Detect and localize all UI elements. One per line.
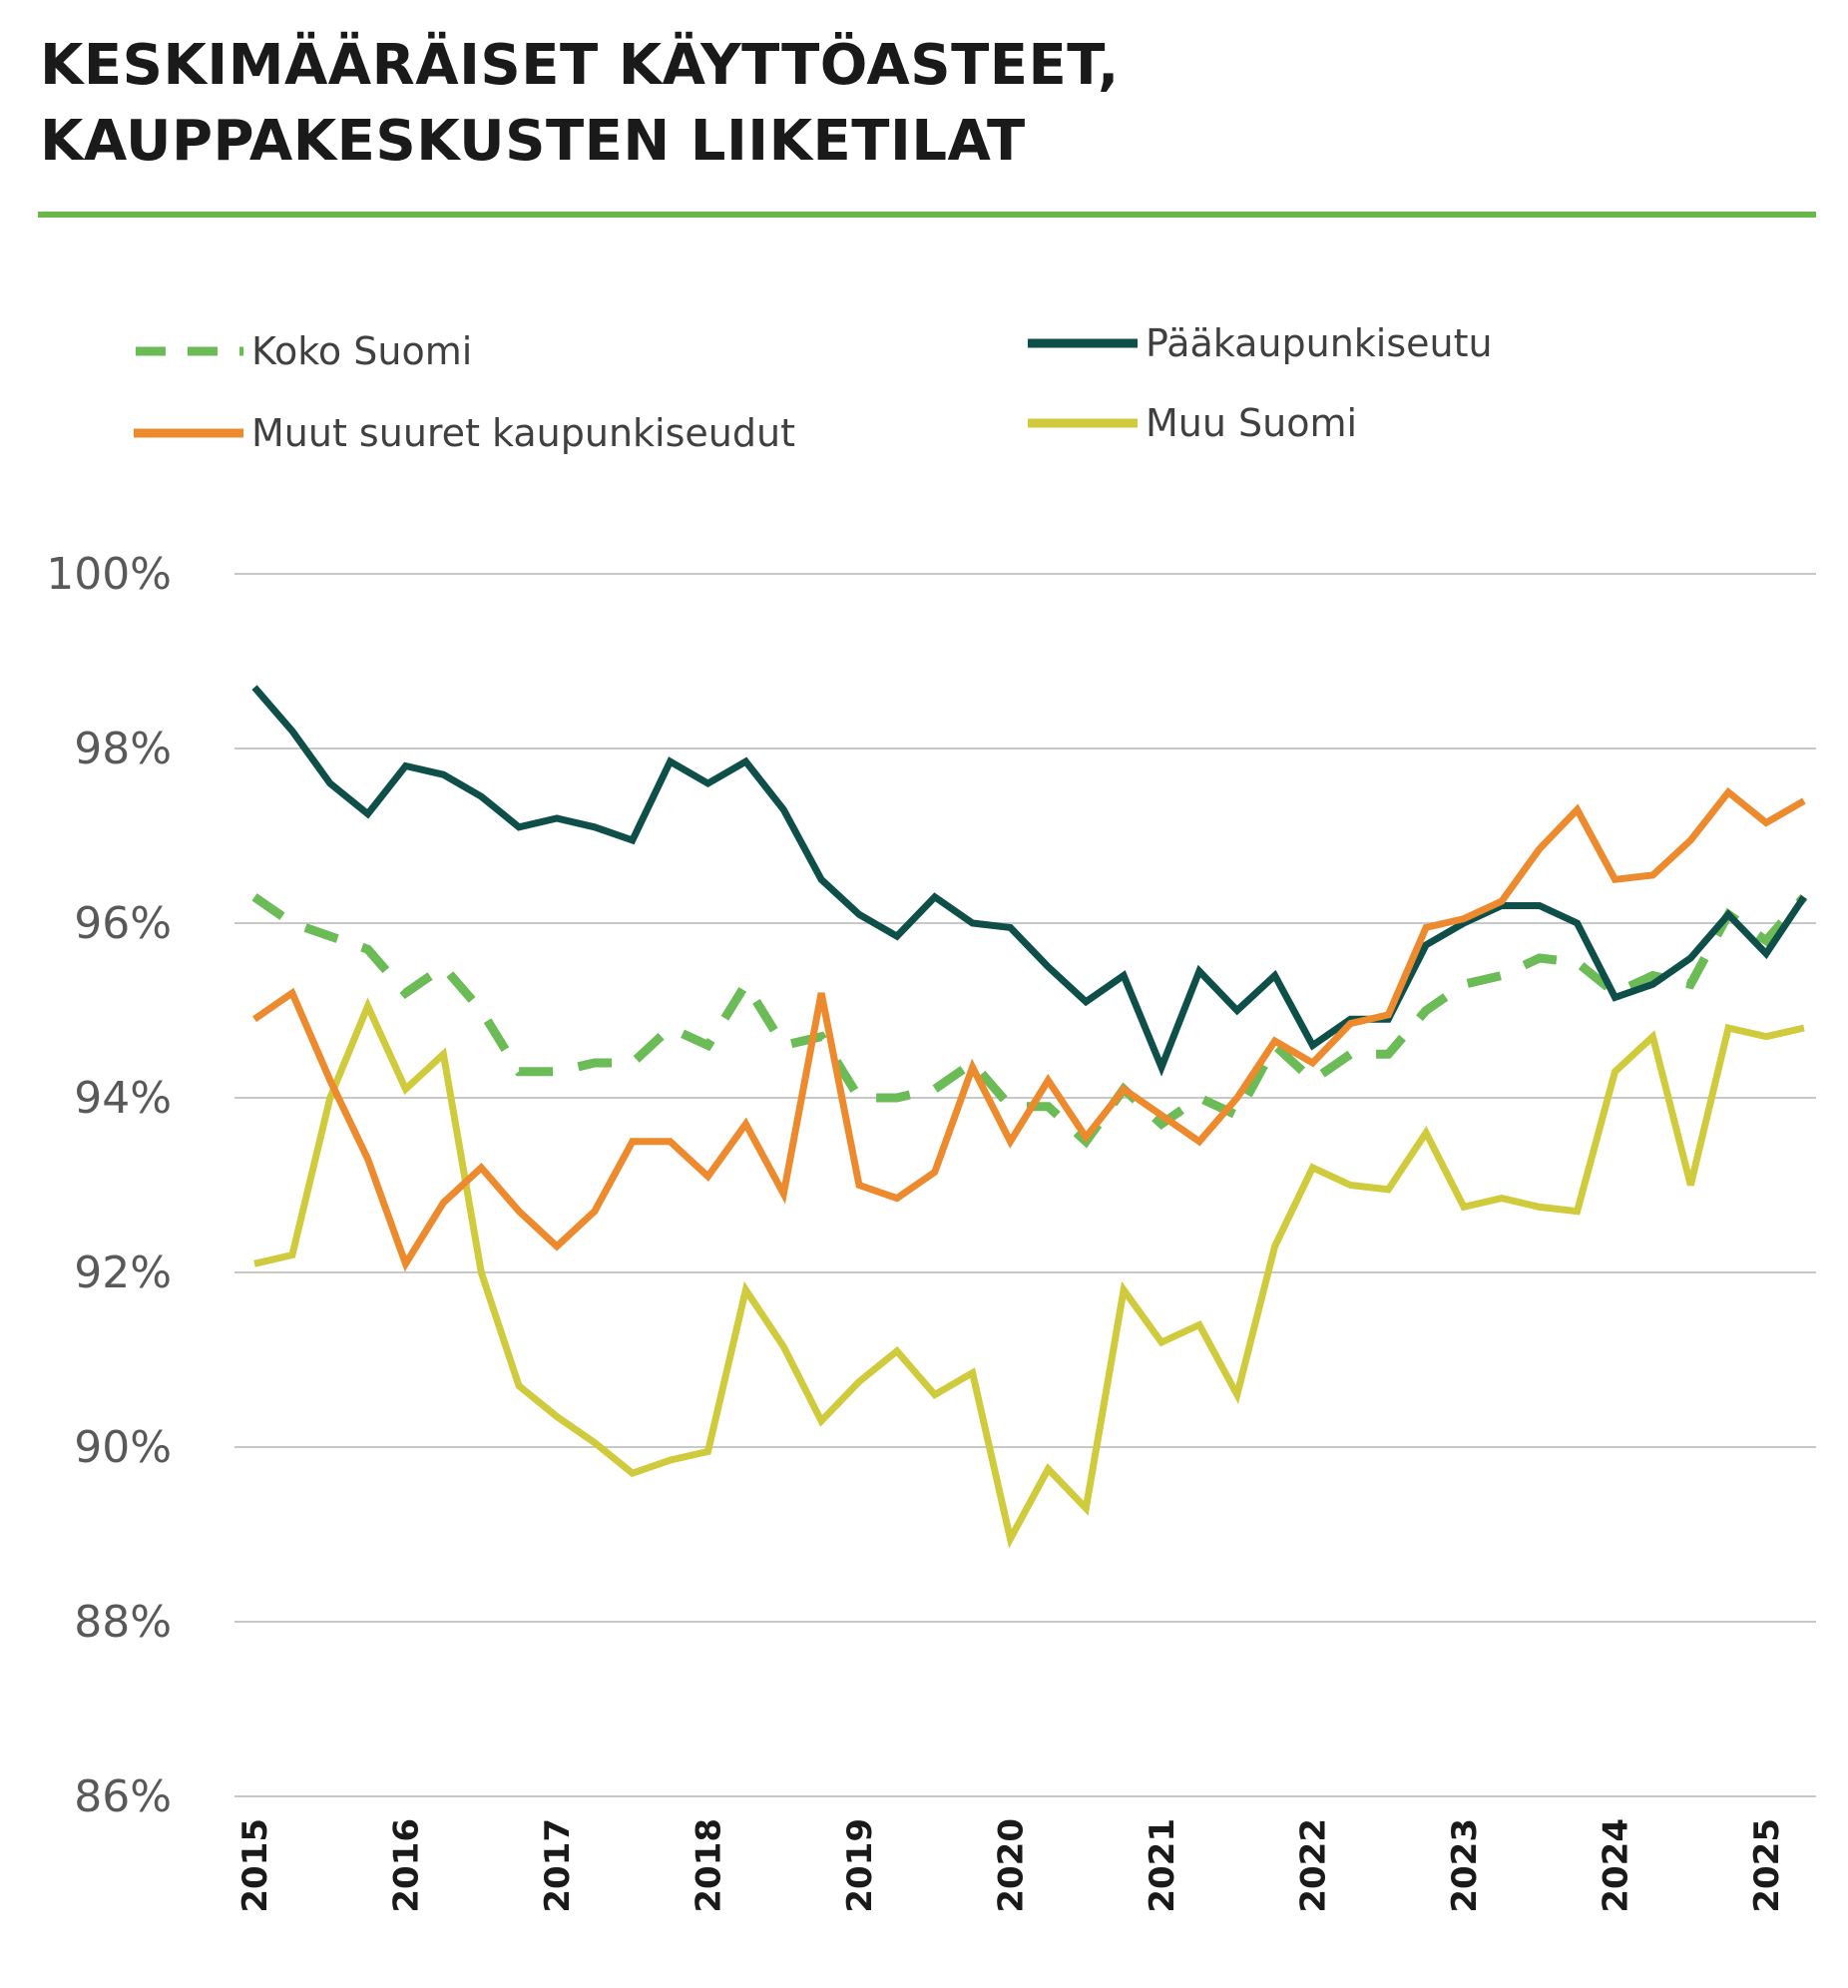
x-tick-label: 2019 [840,1818,880,1913]
x-axis-labels: 2015 2016 2017 2018 2019 2020 2021 2022 2023 2024… [235,1818,1787,1913]
y-tick-label: 96% [74,898,172,949]
x-tick-label: 2018 [690,1818,729,1913]
y-tick-label: 86% [74,1771,172,1822]
y-tick-label: 98% [74,724,172,774]
x-tick-label: 2015 [235,1818,275,1913]
y-tick-label: 88% [74,1597,172,1648]
series-line-muut-suuret [252,786,1806,1272]
x-tick-label: 2016 [387,1818,427,1913]
x-tick-label: 2021 [1143,1818,1182,1913]
x-tick-label: 2025 [1747,1818,1787,1913]
chart-title-line-2: KAUPPAKESKUSTEN LIIKETILAT [40,109,1026,174]
y-tick-label: 92% [74,1247,172,1298]
x-tick-label: 2017 [538,1818,578,1913]
series-line-muu-suomi [253,997,1805,1549]
x-tick-label: 2020 [992,1818,1032,1913]
series-line-paakaupunkiseutu [251,685,1807,1077]
chart-title: KESKIMÄÄRÄISET KÄYTTÖASTEET, KAUPPAKESKU… [40,28,1120,180]
x-tick-label: 2023 [1445,1818,1485,1913]
y-axis-labels: 86% 88% 90% 92% 94% 96% 98% 100% [46,549,172,1822]
x-tick-label: 2022 [1294,1818,1334,1913]
y-tick-label: 100% [46,549,172,600]
series-lines [251,685,1808,1549]
gridlines [234,573,1816,1797]
title-divider [38,212,1816,218]
y-tick-label: 94% [74,1073,172,1124]
series-line-koko-suomi [251,893,1808,1149]
chart-title-line-1: KESKIMÄÄRÄISET KÄYTTÖASTEET, [40,33,1120,98]
x-tick-label: 2024 [1597,1818,1636,1913]
y-tick-label: 90% [74,1422,172,1473]
